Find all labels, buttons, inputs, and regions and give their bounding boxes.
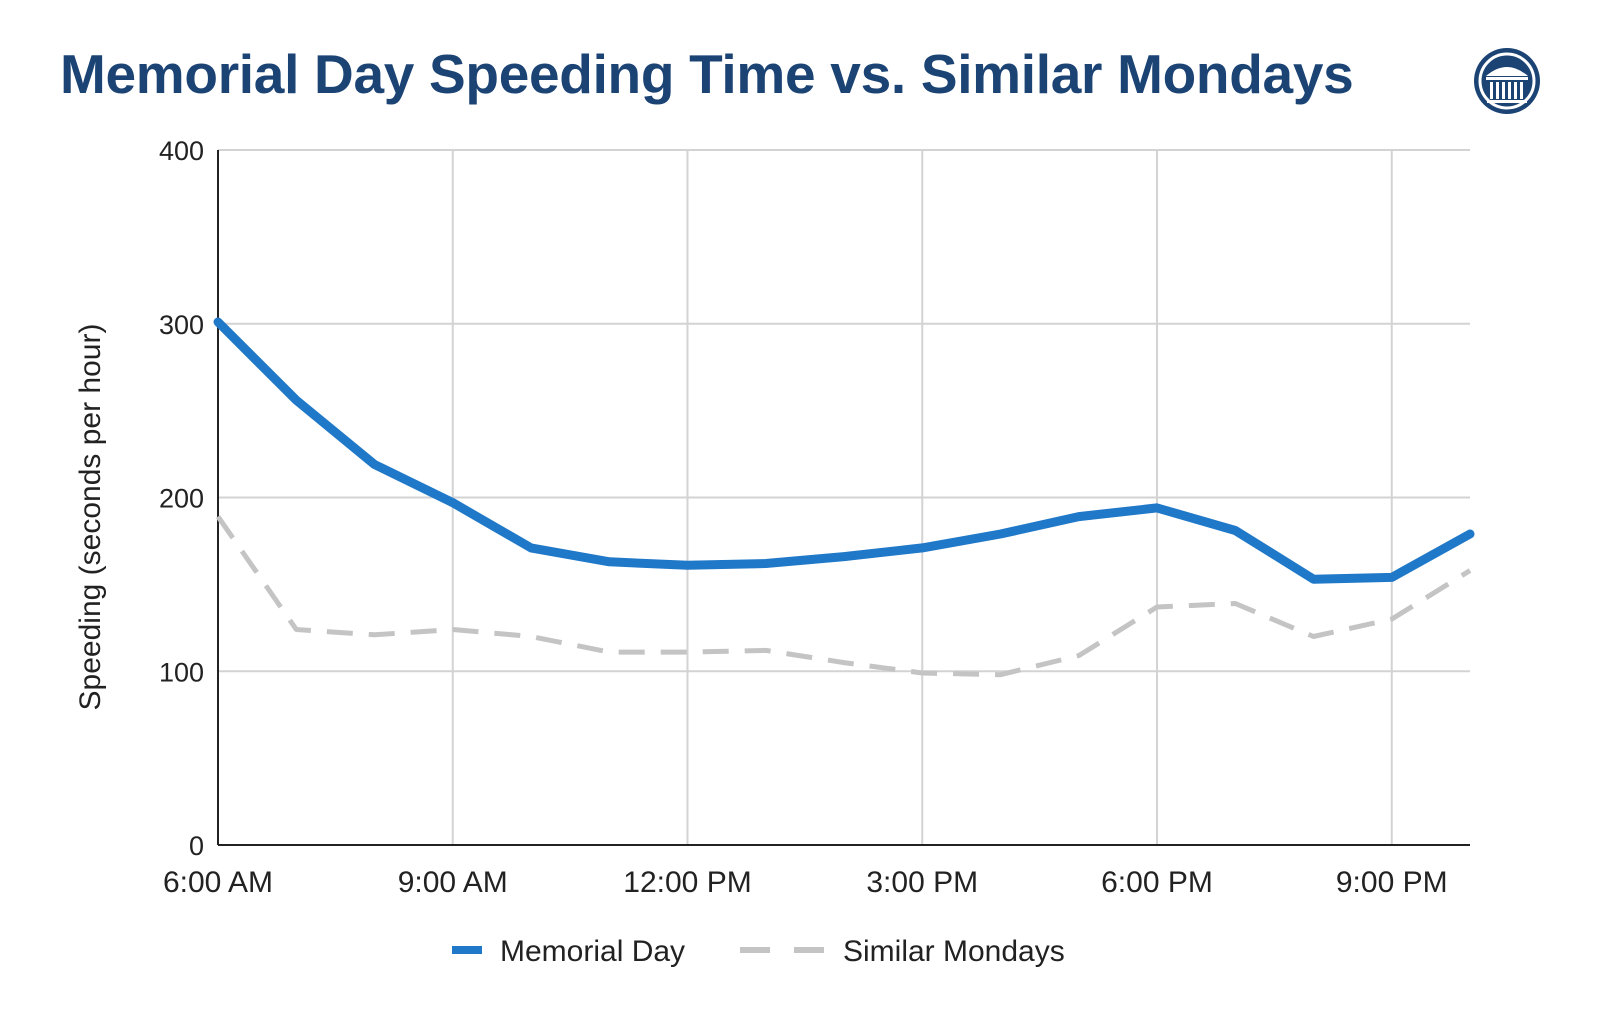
chart-title: Memorial Day Speeding Time vs. Similar M… [60,43,1354,105]
series-line-similar-mondays [215,515,1472,678]
legend: Memorial Day Similar Mondays [452,935,1065,968]
x-tick-label: 12:00 PM [623,866,751,899]
y-tick-label: 200 [159,484,204,514]
gridlines [218,149,1470,845]
y-tick-label: 0 [189,831,204,861]
y-tick-label: 300 [159,310,204,340]
x-tick-label: 6:00 AM [163,866,273,899]
legend-label-memorial-day: Memorial Day [500,935,685,968]
axes [217,150,1470,846]
y-tick-label: 100 [159,657,204,687]
y-tick-labels: 0 100 200 300 400 [159,136,204,861]
x-tick-label: 6:00 PM [1101,866,1213,899]
y-axis-label: Speeding (seconds per hour) [74,324,107,711]
columned-building-seal-icon [1474,48,1540,114]
series-line-memorial-day [213,317,1475,584]
x-tick-label: 9:00 PM [1336,866,1448,899]
x-tick-label: 9:00 AM [398,866,508,899]
x-tick-labels: 6:00 AM 9:00 AM 12:00 PM 3:00 PM 6:00 PM 9:00… [163,866,1448,899]
x-tick-label: 3:00 PM [866,866,978,899]
data-series [213,317,1475,678]
y-tick-label: 400 [159,136,204,166]
legend-label-similar-mondays: Similar Mondays [843,935,1065,968]
